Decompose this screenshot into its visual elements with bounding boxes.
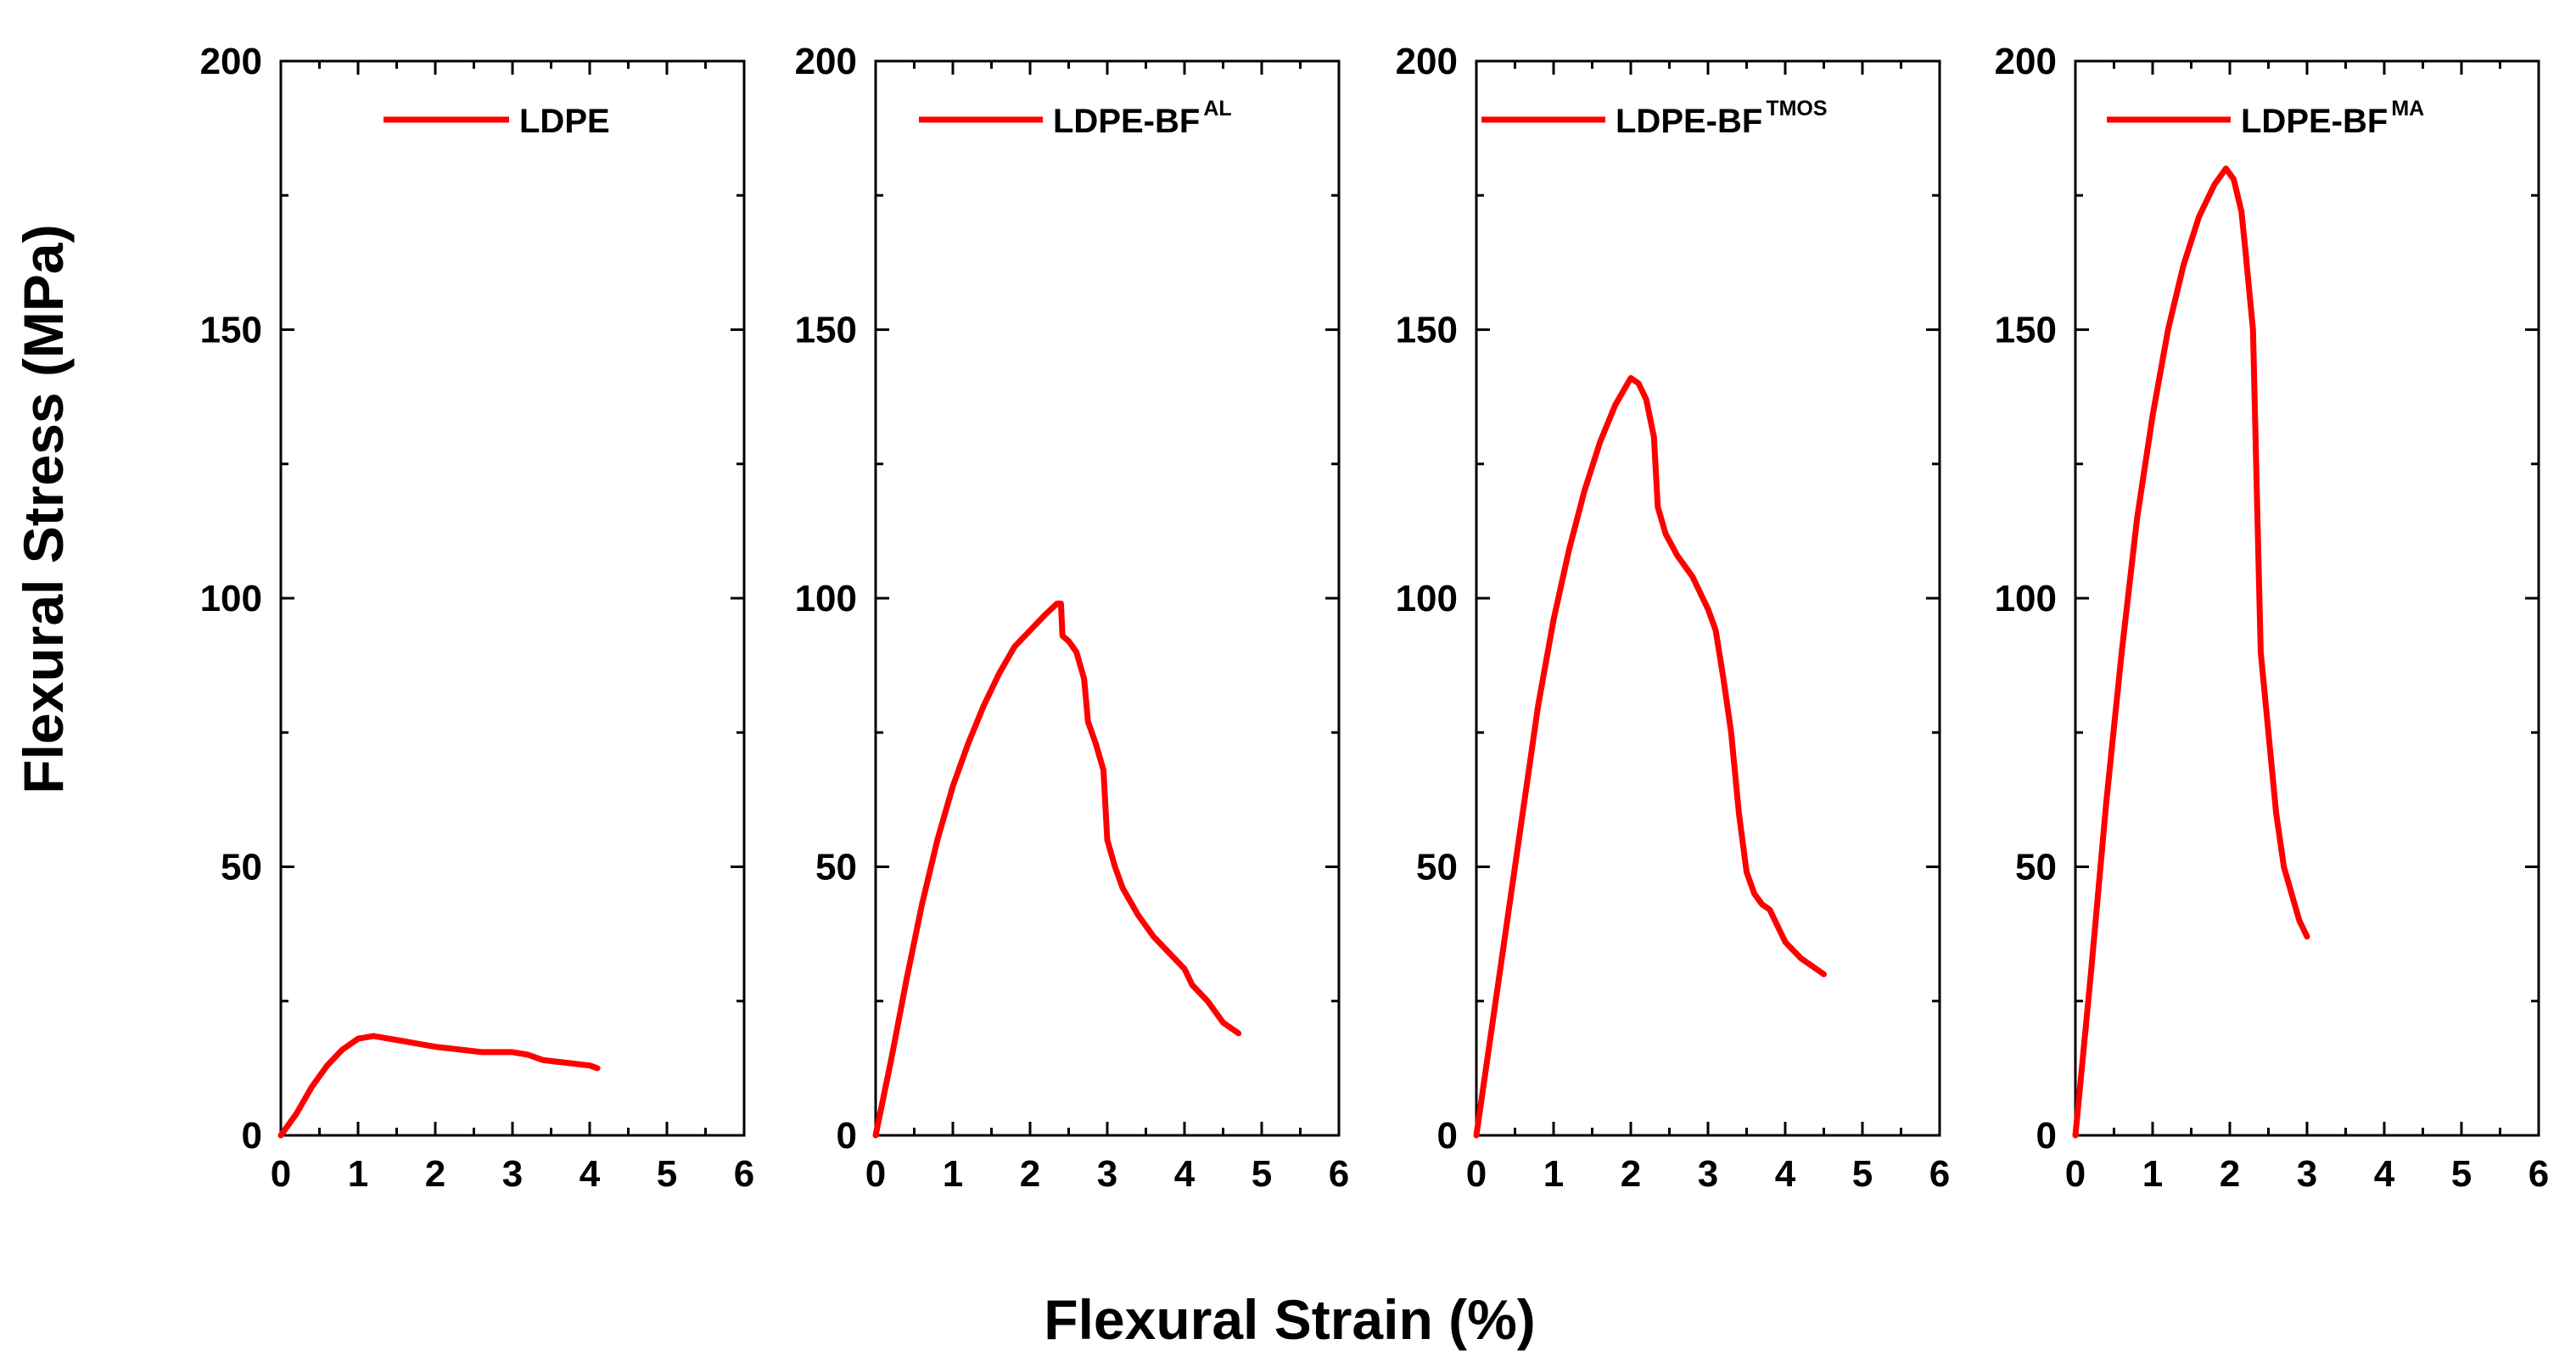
x-tick-label: 5 (2451, 1153, 2472, 1195)
y-tick-label: 50 (221, 847, 262, 888)
y-tick-label: 150 (1396, 310, 1458, 351)
x-tick-label: 1 (1543, 1153, 1564, 1195)
x-tick-label: 6 (734, 1153, 754, 1195)
y-axis-title: Flexural Stress (MPa) (12, 224, 75, 793)
x-tick-label: 2 (425, 1153, 445, 1195)
series-line (2072, 165, 2310, 1139)
x-tick-label: 0 (1466, 1153, 1487, 1195)
x-tick-label: 5 (1852, 1153, 1873, 1195)
x-axis-title: Flexural Strain (%) (1044, 1288, 1535, 1351)
y-tick-label: 200 (1995, 41, 2057, 82)
y-tick-label: 200 (795, 41, 857, 82)
series-line (1473, 375, 1827, 1139)
series-line (277, 1033, 601, 1139)
y-tick-label: 0 (837, 1115, 857, 1157)
x-tick-label: 6 (1329, 1153, 1349, 1195)
x-tick-label: 4 (1775, 1153, 1796, 1195)
x-tick-label: 5 (1252, 1153, 1272, 1195)
x-tick-label: 0 (2065, 1153, 2086, 1195)
y-tick-label: 100 (1396, 578, 1458, 619)
y-tick-label: 0 (242, 1115, 262, 1157)
y-tick-label: 0 (1437, 1115, 1458, 1157)
panel-4: 0 1 2 3 4 5 6 0 50 100 150 200 LDPE-BF MA (1995, 41, 2550, 1195)
y-tick-label: 150 (200, 310, 262, 351)
legend-label: LDPE-BF TMOS (1616, 97, 1828, 140)
x-tick-label: 4 (1174, 1153, 1196, 1195)
x-tick-label: 4 (2374, 1153, 2395, 1195)
x-tick-label: 2 (2220, 1153, 2240, 1195)
panel-1: 0 1 2 3 4 5 6 0 50 100 150 200 LDPE (200, 41, 755, 1195)
x-tick-label: 0 (865, 1153, 886, 1195)
x-tick-label: 5 (657, 1153, 677, 1195)
x-tick-label: 3 (2297, 1153, 2317, 1195)
y-tick-label: 150 (795, 310, 857, 351)
y-tick-label: 200 (1396, 41, 1458, 82)
x-tick-label: 2 (1621, 1153, 1641, 1195)
y-tick-label: 50 (815, 847, 857, 888)
x-tick-label: 0 (271, 1153, 291, 1195)
legend-label: LDPE-BF MA (2241, 97, 2424, 140)
y-tick-label: 200 (200, 41, 262, 82)
legend-label: LDPE-BF AL (1053, 97, 1232, 140)
panel-2: 0 1 2 3 4 5 6 0 50 100 150 200 LDPE-BF AL (795, 41, 1350, 1195)
x-tick-label: 3 (502, 1153, 523, 1195)
x-tick-label: 6 (1929, 1153, 1950, 1195)
x-tick-label: 4 (580, 1153, 601, 1195)
y-tick-label: 150 (1995, 310, 2057, 351)
y-tick-label: 0 (2036, 1115, 2057, 1157)
x-tick-label: 2 (1020, 1153, 1040, 1195)
y-tick-label: 100 (1995, 578, 2057, 619)
y-tick-label: 100 (795, 578, 857, 619)
series-line (872, 600, 1242, 1139)
x-tick-label: 3 (1097, 1153, 1117, 1195)
x-tick-label: 1 (2142, 1153, 2163, 1195)
y-tick-label: 100 (200, 578, 262, 619)
x-tick-label: 3 (1698, 1153, 1718, 1195)
y-tick-label: 50 (1416, 847, 1458, 888)
x-tick-label: 1 (943, 1153, 963, 1195)
legend-label: LDPE (519, 103, 610, 140)
x-tick-label: 6 (2528, 1153, 2549, 1195)
y-tick-label: 50 (2015, 847, 2057, 888)
x-tick-label: 1 (348, 1153, 368, 1195)
panel-3: 0 1 2 3 4 5 6 0 50 100 150 200 LDPE-BF TMOS (1396, 41, 1951, 1195)
